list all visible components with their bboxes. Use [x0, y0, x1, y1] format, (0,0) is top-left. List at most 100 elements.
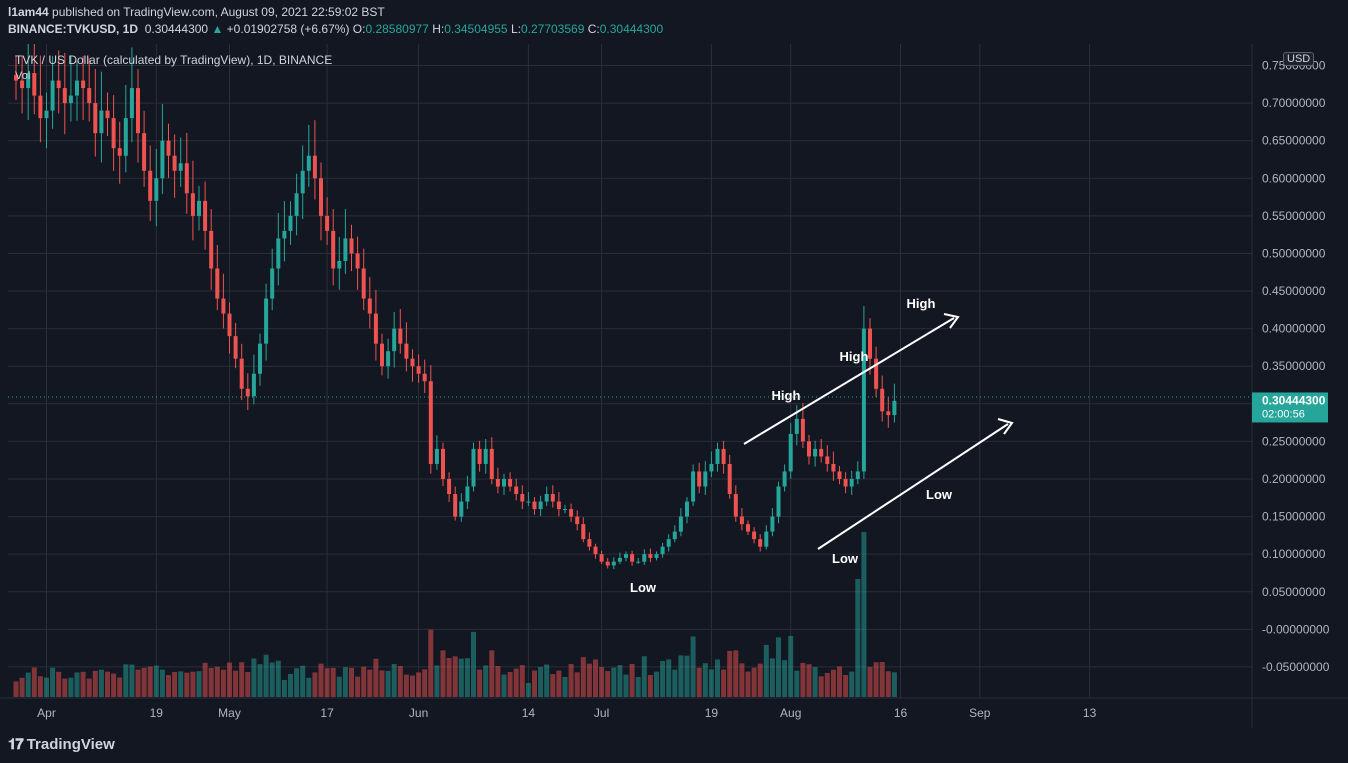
volume-bar — [25, 672, 31, 697]
time-tick-label: Jun — [409, 706, 428, 720]
drawings: High High High Low Low Low — [630, 296, 1014, 595]
candle-body — [495, 478, 500, 487]
volume-bar — [751, 667, 757, 697]
candle-body — [489, 448, 494, 479]
currency-badge[interactable]: USD — [1283, 52, 1315, 66]
swing-label: High — [907, 296, 936, 311]
candle-body — [136, 88, 140, 134]
candle-body — [373, 313, 378, 344]
volume-bar — [489, 650, 495, 697]
candle-body — [154, 178, 159, 201]
candle-body — [727, 463, 732, 495]
time-tick-label: Jul — [594, 706, 609, 720]
chart-header: l1am44 published on TradingView.com, Aug… — [0, 0, 1348, 44]
volume-bar — [739, 663, 745, 697]
candle-body — [117, 148, 122, 156]
volume-bar — [410, 675, 415, 697]
candle-body — [624, 554, 628, 558]
volume-bar — [440, 650, 446, 697]
volume-bar — [141, 667, 147, 697]
candle-body — [62, 88, 67, 104]
volume-bar — [538, 667, 544, 697]
volume-legend[interactable]: Vol — [15, 70, 31, 82]
volume-bar — [56, 671, 62, 697]
candle-body — [422, 373, 427, 382]
candle-body — [392, 328, 397, 352]
up-arrow-icon: ▲ — [211, 22, 224, 36]
volume-bar — [361, 666, 367, 697]
volume-bar — [373, 658, 379, 697]
publisher-name[interactable]: l1am44 — [8, 5, 49, 19]
price-tick-label: 0.10000000 — [1262, 547, 1326, 561]
candle-body — [855, 471, 860, 479]
price-tick-label: -0.05000000 — [1262, 660, 1330, 674]
candle-body — [636, 561, 641, 563]
volume-bar — [202, 662, 208, 697]
price-tick-label: 0.50000000 — [1262, 246, 1326, 260]
volume-bar — [257, 664, 263, 697]
chart-grid — [8, 44, 1252, 698]
candle-body — [380, 343, 384, 367]
candle-body — [544, 494, 549, 502]
volume-bar — [745, 671, 751, 697]
open-value: 0.28580977 — [365, 22, 429, 36]
volume-bar — [135, 669, 141, 697]
candle-body — [477, 448, 482, 464]
candle-body — [874, 358, 879, 389]
candle-body — [239, 358, 244, 389]
candle-body — [892, 400, 897, 416]
candle-body — [587, 539, 592, 547]
volume-bar — [178, 671, 184, 697]
series-legend[interactable]: TVK / US Dollar (calculated by TradingVi… — [15, 53, 333, 67]
volume-bar — [672, 669, 678, 697]
candle-body — [276, 238, 281, 269]
candle-body — [813, 448, 818, 457]
volume-bar — [891, 672, 897, 697]
low-value: 0.27703569 — [520, 22, 585, 36]
volume-bar — [849, 671, 855, 697]
candle-body — [148, 170, 153, 201]
volume-bar — [428, 629, 434, 697]
volume-bar — [599, 667, 605, 697]
price-change: +0.01902758 (+6.67%) — [226, 22, 350, 36]
volume-bar — [806, 664, 812, 697]
tradingview-logo[interactable]: 𝟏𝟕 TradingView — [8, 736, 115, 753]
candle-body — [593, 546, 598, 555]
volume-bar — [550, 674, 556, 697]
symbol-line: BINANCE:TVKUSD, 1D — [8, 22, 139, 36]
volume-bar — [794, 670, 800, 697]
volume-bar — [50, 667, 56, 697]
volume-bar — [117, 677, 123, 697]
candle-body — [26, 73, 31, 89]
candle-body — [819, 448, 824, 457]
volume-bar — [233, 670, 239, 697]
candle-body — [605, 561, 610, 566]
volume-bar — [580, 657, 586, 697]
time-tick-label: Aug — [780, 706, 801, 720]
time-tick-label: 17 — [320, 706, 334, 720]
candle-body — [502, 478, 506, 487]
candle-body — [160, 140, 165, 179]
volume-bar — [501, 674, 507, 697]
candle-body — [294, 193, 299, 216]
candle-body — [733, 494, 738, 517]
price-tick-label: 0.15000000 — [1262, 510, 1326, 524]
time-tick-label: Apr — [37, 706, 56, 720]
volume-bar — [623, 674, 629, 697]
candle-body — [770, 516, 775, 532]
candle-body — [709, 463, 714, 472]
candle-body — [270, 268, 275, 299]
candle-body — [105, 110, 110, 119]
volume-bar — [593, 659, 598, 697]
candle-body — [563, 509, 567, 511]
volume-bar — [86, 678, 92, 697]
high-label: H: — [432, 22, 445, 36]
candle-body — [20, 80, 25, 89]
candle-body — [312, 155, 317, 179]
volume-bar — [422, 669, 428, 697]
volume-bar — [855, 579, 861, 697]
candle-body — [837, 471, 842, 479]
volume-bar — [483, 665, 489, 697]
volume-bar — [37, 676, 43, 697]
